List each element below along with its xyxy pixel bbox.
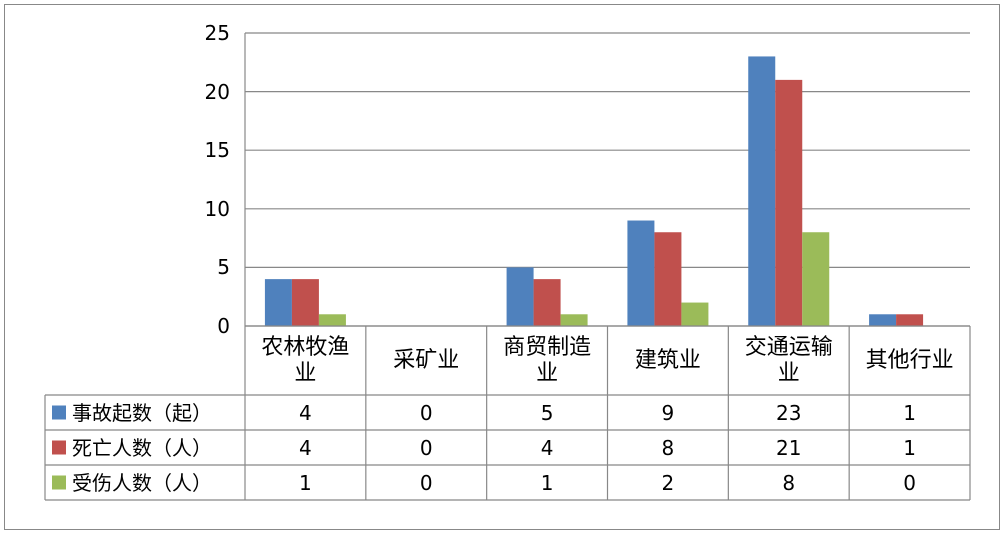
table-value: 9 xyxy=(661,400,675,425)
bar xyxy=(869,314,897,326)
y-tick-label: 20 xyxy=(204,79,230,104)
legend-key xyxy=(52,405,66,420)
category-label: 交通运输业 xyxy=(744,334,833,386)
bar xyxy=(748,56,776,326)
table-value: 1 xyxy=(903,400,916,425)
table-value: 0 xyxy=(903,470,916,495)
table-value: 1 xyxy=(299,470,312,495)
category-label: 农林牧渔业 xyxy=(261,334,350,386)
bar xyxy=(775,79,803,326)
table-value: 0 xyxy=(419,470,433,495)
table-value: 4 xyxy=(299,400,312,425)
table-value: 0 xyxy=(419,400,433,425)
bar xyxy=(533,279,561,326)
category-label: 其他行业 xyxy=(865,347,954,373)
bar xyxy=(506,267,534,326)
y-tick-label: 5 xyxy=(217,255,230,280)
table-value: 0 xyxy=(419,435,433,460)
table-value: 1 xyxy=(540,470,554,495)
legend-label: 受伤人数（人） xyxy=(72,470,212,495)
category-label: 建筑业 xyxy=(634,347,701,373)
bar xyxy=(802,232,830,326)
bar xyxy=(291,279,319,326)
legend-label: 死亡人数（人） xyxy=(72,435,212,460)
category-label: 采矿业 xyxy=(393,347,460,373)
table-value: 4 xyxy=(299,435,312,460)
y-tick-label: 0 xyxy=(217,314,230,338)
bar xyxy=(627,220,655,326)
table-value: 4 xyxy=(540,435,554,460)
bar xyxy=(896,314,924,326)
table-value: 8 xyxy=(782,470,796,495)
table-value: 23 xyxy=(776,400,802,425)
legend-key xyxy=(52,475,66,490)
bar xyxy=(654,232,682,326)
bar xyxy=(560,314,588,326)
bar xyxy=(681,302,709,326)
chart-border xyxy=(4,4,1000,530)
legend-label: 事故起数（起） xyxy=(72,400,212,425)
y-tick-label: 10 xyxy=(204,196,230,221)
bar xyxy=(264,279,292,326)
table-value: 2 xyxy=(661,470,675,495)
table-value: 8 xyxy=(661,435,675,460)
y-tick-label: 25 xyxy=(204,21,230,45)
category-label: 商贸制造业 xyxy=(503,334,592,386)
legend-key xyxy=(52,440,66,455)
table-value: 5 xyxy=(540,400,554,425)
bar xyxy=(318,314,346,326)
table-value: 21 xyxy=(776,435,802,460)
table-value: 1 xyxy=(903,435,916,460)
y-tick-label: 15 xyxy=(204,138,230,163)
